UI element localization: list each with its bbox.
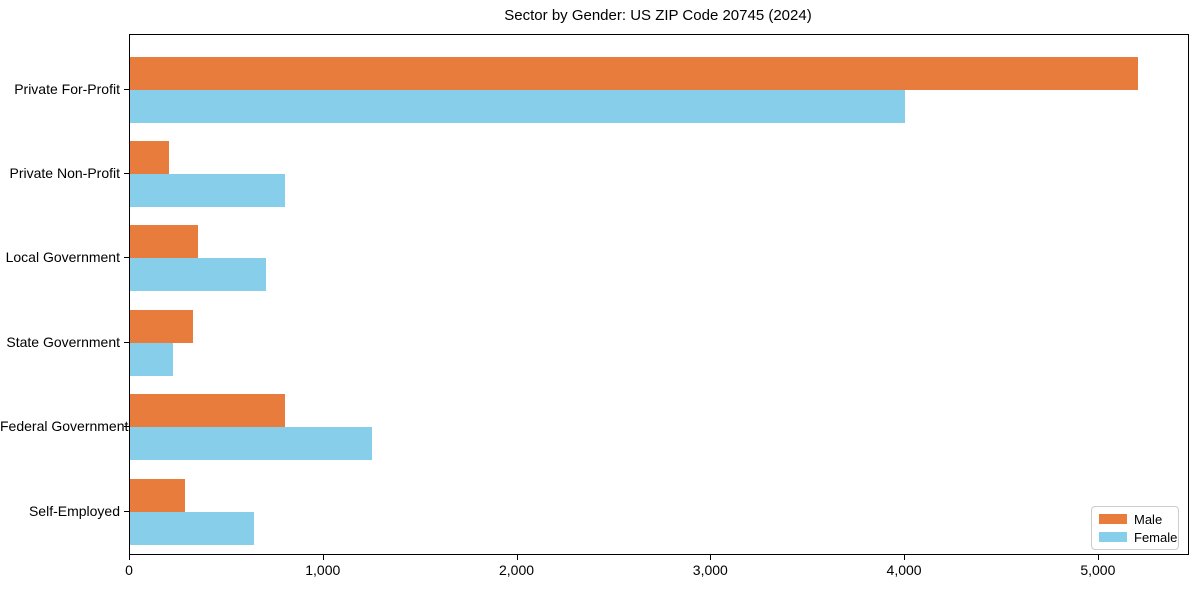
y-axis-category-label: Private Non-Profit [9, 164, 120, 181]
bar-male-4 [130, 394, 286, 428]
bar-male-3 [130, 309, 193, 343]
y-axis-tick-mark [124, 172, 129, 174]
y-axis-tick-mark [124, 341, 129, 343]
y-axis-category-label: Private For-Profit [14, 80, 120, 97]
bar-female-0 [130, 89, 906, 123]
x-axis-tick-label: 5,000 [1080, 562, 1116, 578]
y-axis-tick-mark [124, 88, 129, 90]
y-axis-tick-mark [124, 426, 129, 428]
chart-title: Sector by Gender: US ZIP Code 20745 (202… [504, 7, 812, 24]
x-axis-tick-label: 2,000 [499, 562, 535, 578]
bar-male-5 [130, 478, 186, 512]
plot-area [129, 34, 1189, 555]
legend-label-female: Female [1134, 529, 1178, 545]
y-axis-category-label: Local Government [5, 249, 120, 266]
bar-male-1 [130, 140, 169, 174]
x-axis-tick-label: 3,000 [692, 562, 728, 578]
legend-swatch-male [1099, 514, 1127, 524]
bar-female-4 [130, 427, 373, 461]
y-axis-tick-mark [124, 257, 129, 259]
bar-male-0 [130, 56, 1138, 90]
x-axis-tick-mark [904, 555, 906, 560]
x-axis-tick-label: 1,000 [305, 562, 341, 578]
x-axis-tick-mark [516, 555, 518, 560]
x-axis-tick-mark [129, 555, 130, 560]
legend: Male Female [1091, 506, 1179, 550]
x-axis-tick-label: 0 [125, 562, 133, 578]
bar-female-5 [130, 511, 254, 545]
x-axis-tick-mark [710, 555, 712, 560]
legend-swatch-female [1099, 532, 1127, 542]
x-axis-tick-mark [322, 555, 324, 560]
y-axis-category-label: State Government [6, 333, 120, 350]
bar-female-2 [130, 258, 266, 292]
bar-female-1 [130, 173, 286, 207]
bar-male-2 [130, 225, 198, 259]
bar-female-3 [130, 342, 173, 376]
y-axis-category-label: Federal Government [0, 418, 129, 435]
legend-entry-female: Female [1099, 530, 1177, 545]
y-axis-category-label: Self-Employed [28, 502, 120, 519]
x-axis-tick-mark [1097, 555, 1099, 560]
y-axis-tick-mark [124, 510, 129, 512]
legend-label-male: Male [1134, 511, 1163, 527]
legend-entry-male: Male [1099, 512, 1171, 527]
x-axis-tick-label: 4,000 [886, 562, 922, 578]
